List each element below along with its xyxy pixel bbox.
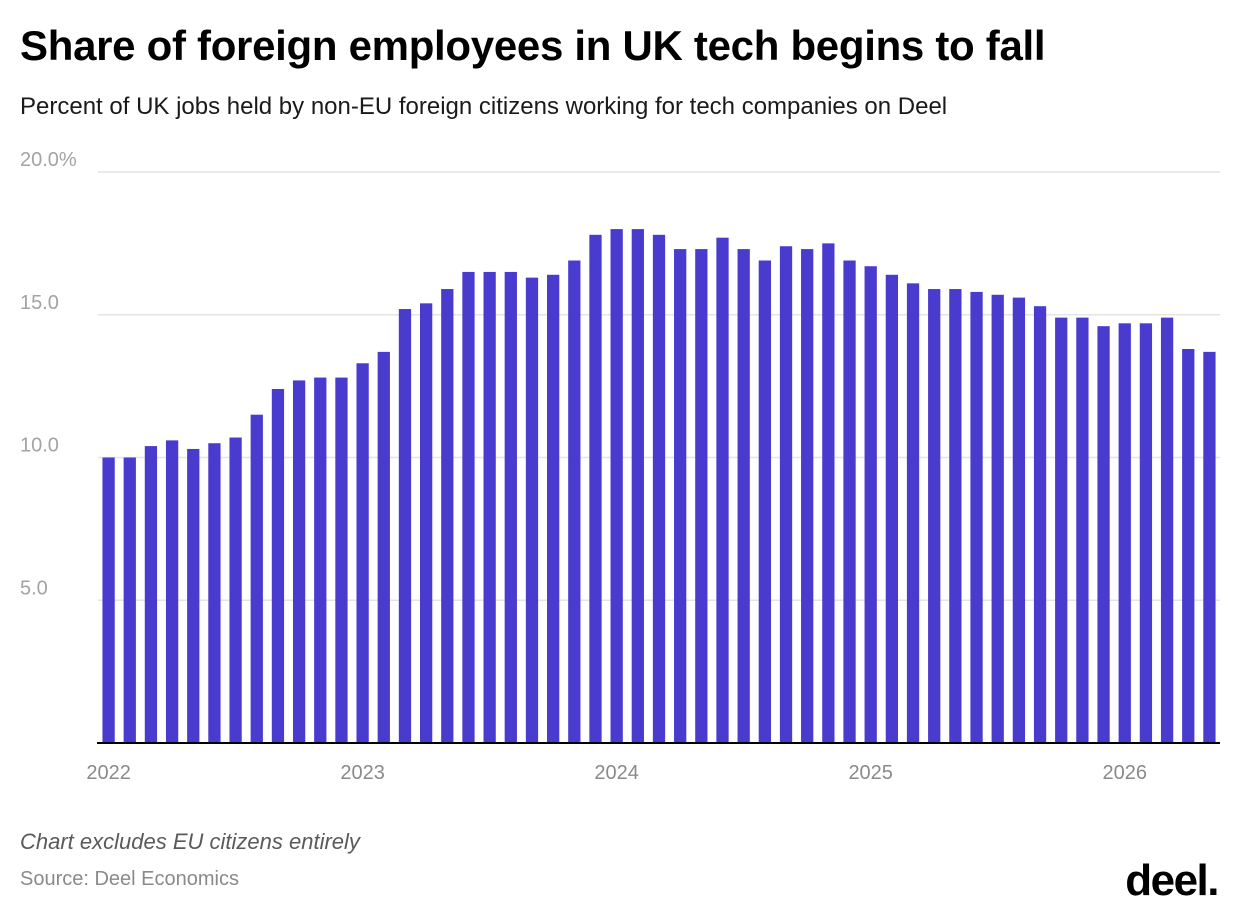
bar-2022-02 <box>123 457 136 743</box>
y-tick-label: 20.0% <box>20 149 77 171</box>
bar-2024-11 <box>822 243 835 744</box>
bar-2025-12 <box>1097 326 1110 743</box>
bar-chart: 5.0 10.0 15.0 20.0% 2022 2023 2024 2025 2026 <box>20 149 1220 784</box>
y-axis-tick-labels: 5.0 10.0 15.0 20.0% <box>20 149 77 599</box>
bar-2026-03 <box>1160 317 1174 743</box>
bar-2024-06 <box>716 237 729 744</box>
bar-2023-11 <box>568 260 581 743</box>
x-tick-label: 2026 <box>1102 762 1147 784</box>
bar-2023-08 <box>504 271 517 743</box>
chart-title: Share of foreign employees in UK tech be… <box>20 22 1046 69</box>
x-axis-tick-labels: 2022 2023 2024 2025 2026 <box>86 762 1147 784</box>
x-tick-label: 2025 <box>848 762 893 784</box>
bar-2022-09 <box>271 388 285 743</box>
x-tick-label: 2024 <box>594 762 639 784</box>
y-tick-label: 10.0 <box>20 435 59 457</box>
bar-2023-06 <box>462 271 475 743</box>
bar-2023-09 <box>525 277 539 743</box>
bar-2022-04 <box>165 440 179 743</box>
bar-2024-04 <box>674 249 687 743</box>
bar-2023-01 <box>356 363 369 743</box>
deel-logo: deel. <box>1125 856 1219 905</box>
bar-2022-05 <box>187 448 200 743</box>
bar-2022-11 <box>314 377 327 743</box>
y-tick-label: 5.0 <box>20 577 48 599</box>
bar-2025-05 <box>949 289 962 743</box>
chart-subtitle: Percent of UK jobs held by non-EU foreig… <box>20 93 948 120</box>
bar-2025-11 <box>1076 317 1089 743</box>
bar-2024-07 <box>737 249 750 743</box>
bar-2025-04 <box>928 289 941 743</box>
bar-2024-05 <box>695 249 708 743</box>
bar-2025-02 <box>885 274 899 743</box>
x-tick-label: 2023 <box>340 762 385 784</box>
bar-2024-02 <box>631 229 644 744</box>
bar-2022-08 <box>250 414 263 743</box>
bar-2024-09 <box>779 246 793 744</box>
bar-2023-10 <box>547 274 560 743</box>
y-tick-label: 15.0 <box>20 292 59 314</box>
bar-2025-06 <box>970 291 983 743</box>
bar-2024-08 <box>758 260 771 743</box>
source-text: Source: Deel Economics <box>20 868 239 890</box>
bar-2026-04 <box>1182 349 1195 743</box>
bar-2024-03 <box>652 234 666 743</box>
bar-2024-12 <box>843 260 856 743</box>
chart-note: Chart excludes EU citizens entirely <box>20 829 360 854</box>
bar-2026-01 <box>1118 323 1131 743</box>
bar-2024-01 <box>610 229 623 744</box>
bar-2023-12 <box>589 234 602 743</box>
bar-2022-01 <box>102 457 115 743</box>
bar-2023-04 <box>419 303 433 743</box>
bar-2024-10 <box>801 249 814 743</box>
bar-2025-10 <box>1055 317 1068 743</box>
bar-2023-07 <box>483 271 496 743</box>
bars <box>102 229 1216 744</box>
bar-2022-06 <box>208 443 221 743</box>
bar-2022-03 <box>144 446 158 743</box>
bar-2022-10 <box>292 380 306 743</box>
bar-2025-07 <box>991 294 1004 743</box>
bar-2025-09 <box>1033 306 1047 743</box>
bar-2023-02 <box>377 351 390 743</box>
bar-2026-05 <box>1203 351 1216 743</box>
bar-2025-03 <box>906 283 920 743</box>
bar-2023-03 <box>398 309 412 743</box>
bar-2026-02 <box>1139 323 1153 743</box>
x-tick-label: 2022 <box>86 762 131 784</box>
bar-2025-08 <box>1012 297 1026 743</box>
bar-2022-07 <box>229 437 242 743</box>
bar-2025-01 <box>864 266 877 743</box>
bar-2022-12 <box>335 377 348 743</box>
bar-2023-05 <box>441 289 454 743</box>
